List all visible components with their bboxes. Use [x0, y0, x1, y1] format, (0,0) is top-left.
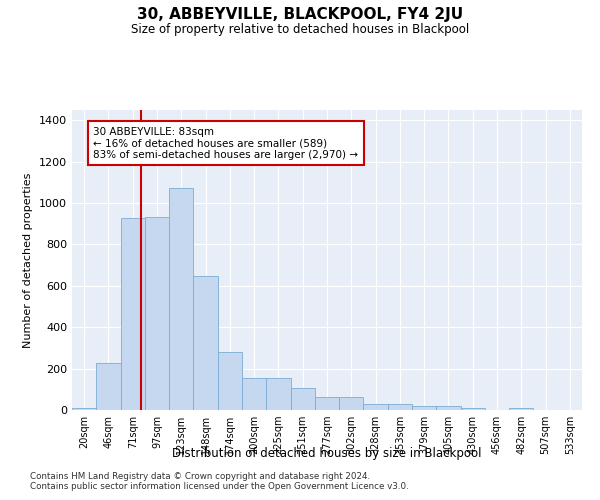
- Bar: [218, 352, 242, 410]
- Bar: [193, 276, 218, 410]
- Bar: [121, 218, 145, 410]
- Bar: [364, 404, 388, 410]
- Bar: [169, 188, 193, 410]
- Bar: [436, 406, 461, 410]
- Text: Size of property relative to detached houses in Blackpool: Size of property relative to detached ho…: [131, 22, 469, 36]
- Text: 30 ABBEYVILLE: 83sqm
← 16% of detached houses are smaller (589)
83% of semi-deta: 30 ABBEYVILLE: 83sqm ← 16% of detached h…: [94, 126, 358, 160]
- Y-axis label: Number of detached properties: Number of detached properties: [23, 172, 34, 348]
- Bar: [290, 388, 315, 410]
- Text: Contains HM Land Registry data © Crown copyright and database right 2024.: Contains HM Land Registry data © Crown c…: [30, 472, 370, 481]
- Bar: [72, 408, 96, 410]
- Bar: [315, 396, 339, 410]
- Text: Distribution of detached houses by size in Blackpool: Distribution of detached houses by size …: [172, 448, 482, 460]
- Bar: [509, 408, 533, 410]
- Bar: [145, 216, 169, 410]
- Bar: [242, 378, 266, 410]
- Bar: [266, 378, 290, 410]
- Bar: [96, 364, 121, 410]
- Bar: [388, 404, 412, 410]
- Text: Contains public sector information licensed under the Open Government Licence v3: Contains public sector information licen…: [30, 482, 409, 491]
- Text: 30, ABBEYVILLE, BLACKPOOL, FY4 2JU: 30, ABBEYVILLE, BLACKPOOL, FY4 2JU: [137, 8, 463, 22]
- Bar: [461, 408, 485, 410]
- Bar: [412, 406, 436, 410]
- Bar: [339, 396, 364, 410]
